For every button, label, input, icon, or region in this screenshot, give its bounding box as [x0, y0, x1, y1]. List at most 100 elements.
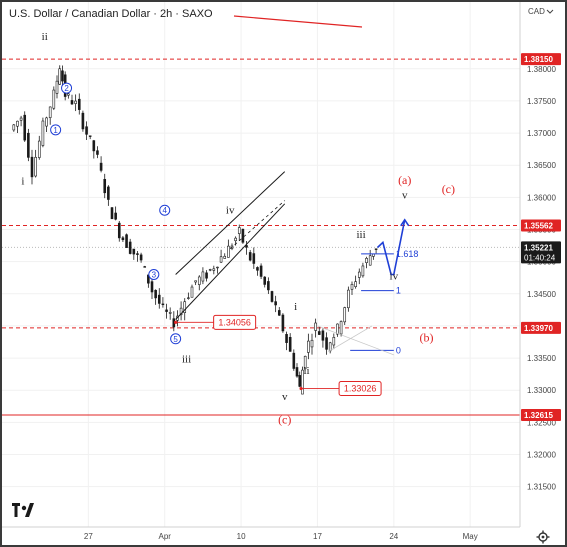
candle-body — [23, 114, 27, 141]
projection-arrowhead-icon — [400, 218, 410, 227]
y-tick-label: 1.34500 — [527, 290, 556, 299]
candle-body — [161, 303, 165, 306]
candle-body — [58, 68, 62, 85]
x-tick-label: Apr — [159, 532, 172, 541]
candle-body — [12, 124, 16, 131]
callout-dot — [174, 320, 178, 324]
y-tick-label: 1.38000 — [527, 65, 556, 74]
countdown-label: 01:40:24 — [524, 253, 556, 262]
callout-box — [213, 314, 257, 330]
candle-body — [34, 156, 37, 177]
wave-circle-marker — [148, 269, 160, 280]
candle-body — [314, 322, 317, 331]
candle-body — [245, 245, 248, 248]
fib-label: 1 — [396, 286, 401, 296]
candle-body — [194, 280, 197, 283]
level-badge — [521, 408, 561, 421]
candle-body — [263, 276, 267, 285]
candle-body — [187, 297, 190, 299]
candle-body — [227, 245, 230, 258]
callout-label: 1.34056 — [218, 317, 251, 327]
candle-body — [350, 283, 354, 290]
y-tick-label: 1.32000 — [527, 451, 556, 460]
candle-body — [168, 312, 172, 314]
candle-body — [190, 286, 194, 298]
candle-body — [55, 80, 59, 94]
wave-label: (c) — [278, 413, 291, 427]
currency-selector[interactable]: CAD — [528, 7, 554, 16]
candle-body — [234, 237, 237, 242]
wave-label: 2 — [64, 84, 69, 93]
channel-upper-line — [175, 171, 286, 275]
wave-label: ii — [42, 31, 48, 43]
level-label: 1.33970 — [524, 324, 553, 333]
candle-body — [110, 207, 114, 220]
candle-body — [292, 352, 296, 369]
candle-body — [37, 140, 41, 158]
fib-label: 1.618 — [396, 249, 419, 259]
x-tick-label: May — [463, 532, 478, 541]
candle-body — [347, 289, 350, 309]
chart-title: U.S. Dollar / Canadian Dollar · 2h · SAX… — [9, 8, 213, 20]
wave-label: 1 — [53, 126, 58, 135]
wave-label: (c) — [442, 182, 455, 196]
trendline-top — [233, 15, 363, 28]
candle-body — [208, 269, 212, 271]
candle-body — [30, 156, 34, 178]
y-tick-label: 1.37500 — [527, 97, 556, 106]
candle-body — [96, 150, 99, 155]
x-tick-label: 24 — [389, 532, 398, 541]
currency-label[interactable]: CAD — [528, 7, 545, 16]
y-tick-label: 1.33500 — [527, 354, 556, 363]
candle-body — [103, 178, 107, 194]
candle-body — [16, 120, 19, 127]
level-badge — [521, 53, 561, 66]
x-tick-label: 10 — [237, 532, 246, 541]
candle-body — [139, 254, 143, 261]
settings-gear-icon[interactable] — [536, 530, 550, 544]
candle-body — [259, 265, 263, 277]
candle-body — [248, 252, 252, 261]
candle-body — [99, 162, 103, 171]
candle-body — [52, 89, 56, 109]
candle-body — [223, 255, 227, 259]
candle-body — [88, 135, 92, 137]
candle-body — [81, 112, 85, 130]
candle-body — [354, 281, 357, 287]
candle-body — [237, 227, 241, 234]
candle-body — [288, 336, 292, 352]
candle-body — [61, 70, 64, 82]
candle-body — [219, 256, 223, 263]
y-tick-label: 1.36000 — [527, 193, 556, 202]
candle-body — [277, 310, 281, 316]
candle-body — [339, 321, 343, 335]
candle-body — [270, 291, 274, 302]
candle-body — [374, 248, 378, 250]
candle-body — [197, 276, 201, 285]
candle-body — [74, 100, 77, 104]
wave-label: ii — [303, 365, 309, 377]
level-label: 1.38150 — [524, 55, 553, 64]
candle-body — [157, 294, 161, 304]
candle-body — [328, 342, 332, 352]
level-label: 1.32615 — [524, 411, 553, 420]
level-badge — [521, 219, 561, 232]
candle-body — [285, 334, 288, 343]
x-tick-label: 17 — [313, 532, 322, 541]
y-tick-label: 1.33000 — [527, 386, 556, 395]
candle-body — [85, 126, 88, 135]
candle-body — [307, 340, 310, 353]
wave-label: v — [402, 190, 408, 202]
candle-body — [361, 265, 365, 277]
wave-label: iv — [226, 204, 235, 216]
y-tick-label: 1.31500 — [527, 483, 556, 492]
y-tick-label: 1.36500 — [527, 161, 556, 170]
projection-path — [376, 219, 406, 276]
candle-body — [298, 375, 302, 387]
candle-body — [212, 268, 216, 271]
fib-label: 0 — [396, 345, 401, 355]
chevron-down-icon[interactable] — [546, 9, 554, 14]
candle-body — [332, 337, 336, 346]
wave-circle-marker — [61, 82, 73, 94]
